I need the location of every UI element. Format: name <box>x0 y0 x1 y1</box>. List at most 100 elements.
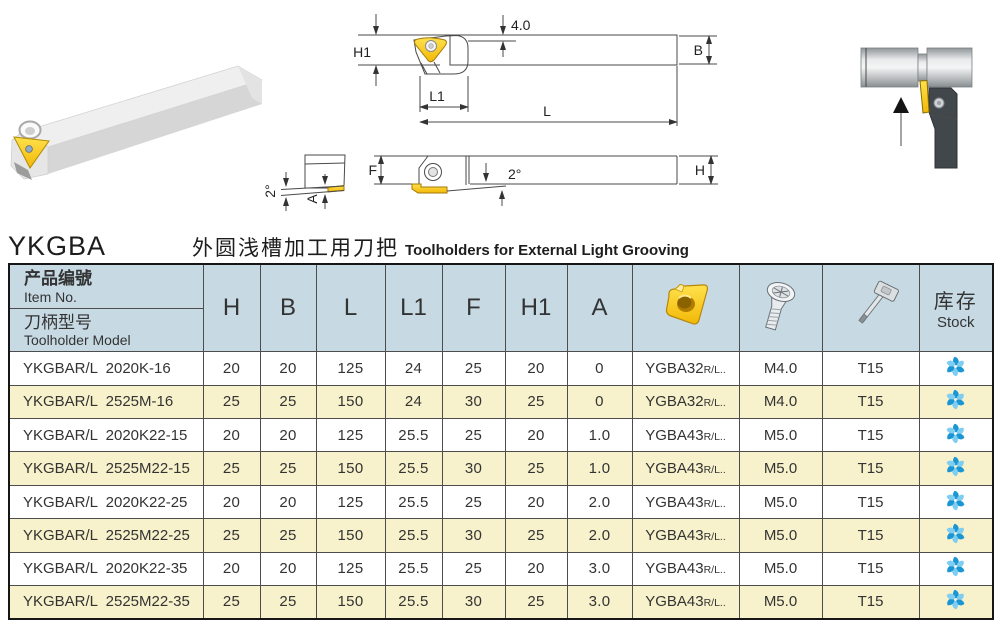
dim-label-angle: 2° <box>508 166 521 182</box>
stock-zh: 库存 <box>933 291 978 314</box>
a-cell: 1.0 <box>566 418 633 453</box>
f-cell: 30 <box>441 518 506 553</box>
item-number-cell: YKGBAR/L 2525M22-25 <box>8 518 204 553</box>
item-number-cell: YKGBAR/L 2525M-16 <box>8 384 204 420</box>
dim-label-angle-detail: 2° <box>262 184 278 197</box>
h1-cell: 20 <box>504 551 568 587</box>
insert-model-cell: YGBA43R/L.. <box>631 484 740 520</box>
dim-label-f: F <box>368 162 377 178</box>
screw-cell: M5.0 <box>738 451 823 486</box>
l-cell: 150 <box>315 585 386 620</box>
h-cell: 20 <box>202 351 261 386</box>
stock-cell <box>918 585 994 620</box>
insert-model-cell: YGBA43R/L.. <box>631 585 740 620</box>
screw-cell: M5.0 <box>738 484 823 520</box>
torx-cell: T15 <box>821 518 920 553</box>
h-cell: 20 <box>202 484 261 520</box>
l1-cell: 25.5 <box>384 551 443 587</box>
b-cell: 25 <box>259 585 317 620</box>
insert-model-cell: YGBA43R/L.. <box>631 518 740 553</box>
item-no-en: Item No. <box>24 288 77 305</box>
torx-cell: T15 <box>821 484 920 520</box>
item-number-header: 产品编號 Item No. 刀柄型号 Toolholder Model <box>8 263 204 353</box>
workpiece-right <box>926 47 973 88</box>
f-cell: 25 <box>441 551 506 587</box>
title-bar: YKGBA 外圆浅槽加工用刀把 Toolholders for External… <box>8 231 992 261</box>
toolholder-3d-render <box>10 65 263 180</box>
stock-pinwheel-icon <box>946 423 965 444</box>
stock-pinwheel-icon <box>946 390 965 410</box>
page-title-en: Toolholders for External Light Grooving <box>405 242 689 259</box>
stock-cell <box>918 484 994 520</box>
stock-cell <box>918 384 994 420</box>
stock-en: Stock <box>936 314 975 332</box>
f-cell: 25 <box>441 351 506 386</box>
b-cell: 20 <box>259 418 317 453</box>
screw-cell: M4.0 <box>738 384 823 420</box>
col-header-insert <box>631 263 740 353</box>
b-cell: 20 <box>259 351 317 386</box>
workpiece-left <box>860 47 919 88</box>
stock-cell <box>918 418 994 453</box>
stock-pinwheel-icon <box>946 590 965 610</box>
dim-label-a: A <box>304 194 320 204</box>
l1-cell: 25.5 <box>384 484 443 520</box>
b-cell: 25 <box>259 518 317 553</box>
a-cell: 0 <box>566 351 633 386</box>
spec-table: 产品编號 Item No. 刀柄型号 Toolholder Model H B … <box>8 263 994 620</box>
col-header-screw <box>738 263 823 353</box>
insert-model-cell: YGBA32R/L.. <box>631 384 740 420</box>
page-title-zh: 外圆浅槽加工用刀把 <box>192 237 400 260</box>
table-body: YKGBAR/L 2020K-16 20 20 125 24 25 20 0 Y… <box>8 351 994 620</box>
table-row: YKGBAR/L 2020K22-35 20 20 125 25.5 25 20… <box>8 551 994 587</box>
h1-cell: 25 <box>504 451 568 486</box>
torx-cell: T15 <box>821 551 920 587</box>
insert-model-cell: YGBA32R/L.. <box>631 351 740 386</box>
stock-cell <box>918 551 994 587</box>
a-cell: 3.0 <box>566 585 633 620</box>
a-cell: 0 <box>566 384 633 420</box>
insert-model-cell: YGBA43R/L.. <box>631 451 740 486</box>
h-cell: 25 <box>202 518 261 553</box>
l-cell: 125 <box>315 351 386 386</box>
screw-cell: M5.0 <box>738 551 823 587</box>
l1-cell: 24 <box>384 351 443 386</box>
h-cell: 25 <box>202 384 261 420</box>
item-number-cell: YKGBAR/L 2525M22-15 <box>8 451 204 486</box>
b-cell: 25 <box>259 451 317 486</box>
torx-screw-icon <box>764 281 795 331</box>
screw-cell: M5.0 <box>738 585 823 620</box>
l-cell: 150 <box>315 451 386 486</box>
a-cell: 3.0 <box>566 551 633 587</box>
tool-insert <box>919 79 930 114</box>
insert-side-view <box>411 183 448 194</box>
l-cell: 150 <box>315 518 386 553</box>
item-number-cell: YKGBAR/L 2020K22-25 <box>8 484 204 520</box>
stock-pinwheel-icon <box>946 356 965 377</box>
f-cell: 25 <box>441 484 506 520</box>
application-illustration <box>860 47 973 169</box>
workpiece-neck <box>917 53 928 82</box>
torx-cell: T15 <box>821 585 920 620</box>
item-number-cell: YKGBAR/L 2525M22-35 <box>8 585 204 620</box>
l-cell: 125 <box>315 418 386 453</box>
h-cell: 20 <box>202 551 261 587</box>
h-cell: 25 <box>202 451 261 486</box>
a-cell: 1.0 <box>566 451 633 486</box>
h1-cell: 20 <box>504 418 568 453</box>
col-header-stock: 库存 Stock <box>918 263 994 353</box>
h-cell: 25 <box>202 585 261 620</box>
f-cell: 25 <box>441 418 506 453</box>
table-row: YKGBAR/L 2020K22-15 20 20 125 25.5 25 20… <box>8 418 994 453</box>
item-number-cell: YKGBAR/L 2020K22-15 <box>8 418 204 453</box>
dim-label-b: B <box>694 42 703 58</box>
dim-label-l: L <box>543 103 551 119</box>
insert-detail-drawing: 2° A <box>262 154 346 211</box>
table-row: YKGBAR/L 2020K-16 20 20 125 24 25 20 0 Y… <box>8 351 994 386</box>
stock-pinwheel-icon <box>946 456 965 477</box>
stock-pinwheel-icon <box>946 490 965 510</box>
torx-cell: T15 <box>821 351 920 386</box>
h1-cell: 20 <box>504 484 568 520</box>
header-row: 产品编號 Item No. 刀柄型号 Toolholder Model H B … <box>8 263 994 353</box>
toolholder-model-zh: 刀柄型号 <box>24 312 92 332</box>
